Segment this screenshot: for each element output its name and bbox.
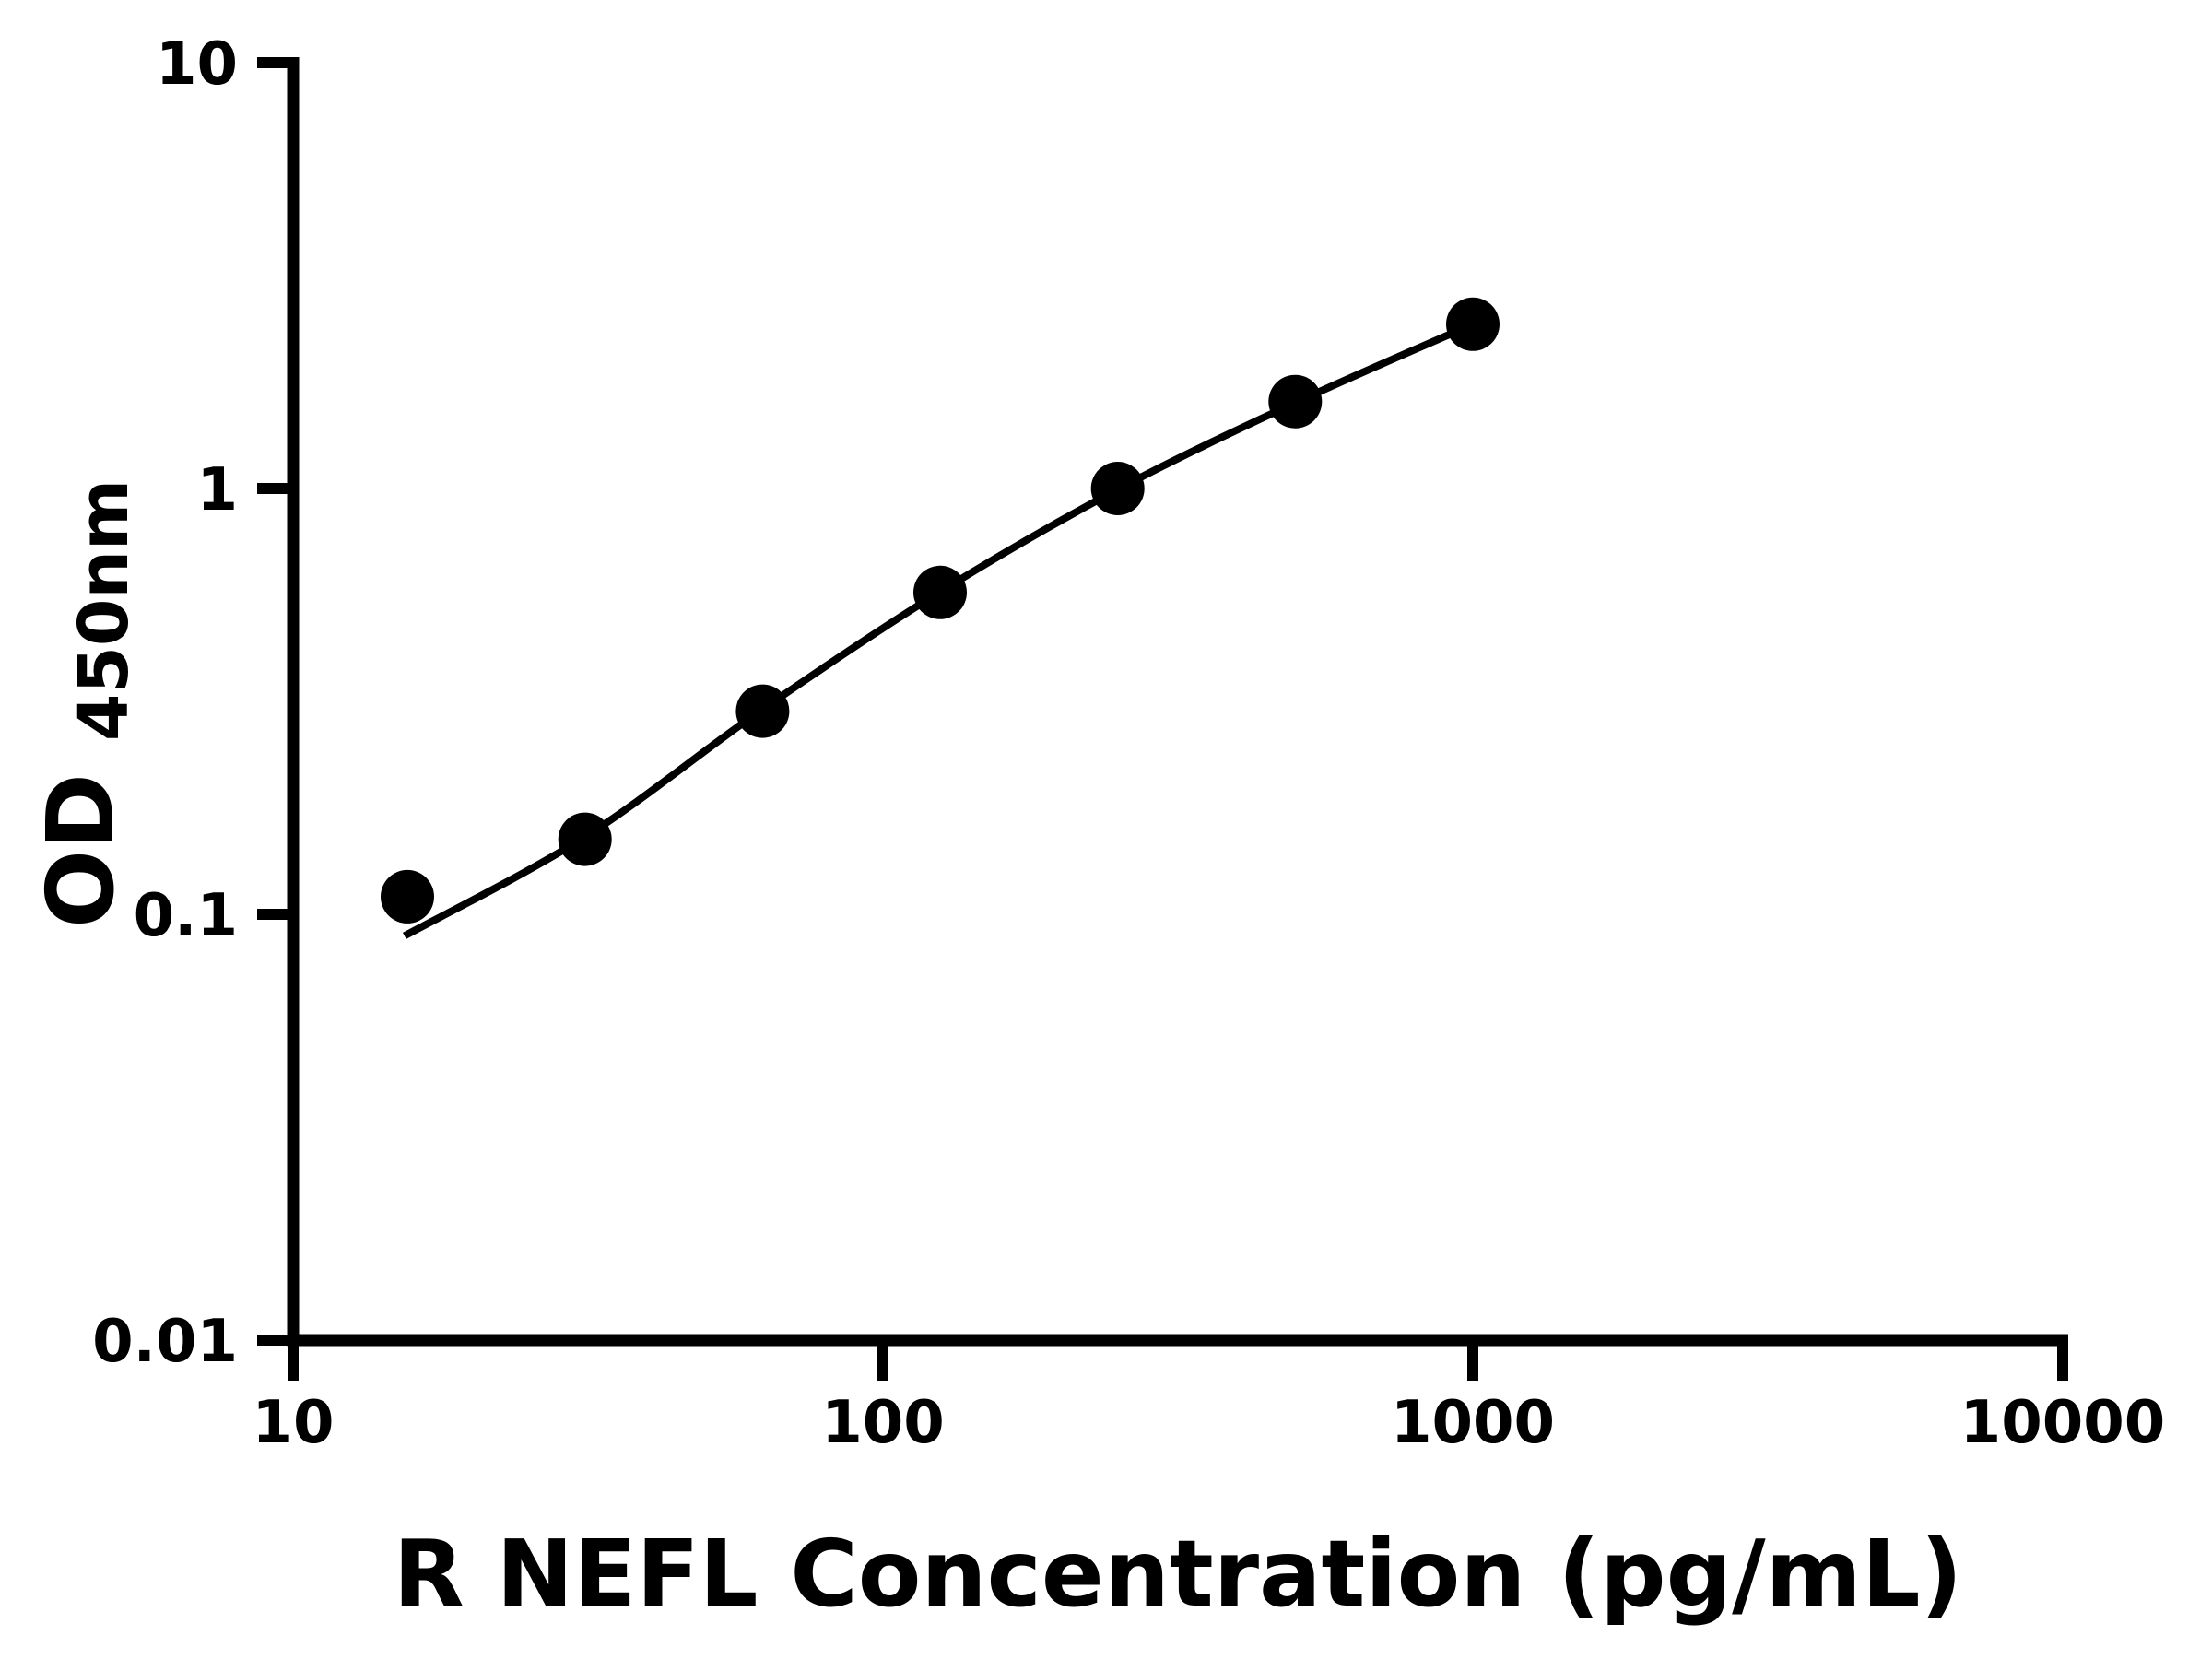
y-axis-title-sub: 450nm [65, 479, 144, 741]
y-axis-title-main: OD [27, 773, 135, 928]
data-point-4 [913, 565, 967, 619]
data-point-7 [1446, 297, 1500, 351]
y-tick-label-0.01: 0.01 [92, 1308, 238, 1376]
y-tick-label-10: 10 [156, 30, 238, 99]
data-point-5 [1090, 462, 1145, 515]
data-point-3 [735, 684, 790, 738]
y-axis-title: OD 450nm [27, 479, 144, 928]
data-point-6 [1268, 374, 1323, 429]
y-tick-label-0.1: 0.1 [134, 882, 238, 950]
x-axis-title: R NEFL Concentration (pg/mL) [394, 1520, 1963, 1628]
y-tick-label-1: 1 [196, 456, 238, 524]
x-tick-label-10000: 10000 [1960, 1389, 2166, 1457]
x-tick-label-1000: 1000 [1391, 1389, 1555, 1457]
x-tick-label-10: 10 [252, 1389, 334, 1457]
data-point-1 [381, 869, 434, 924]
x-tick-label-100: 100 [821, 1389, 945, 1457]
data-point-2 [558, 812, 612, 866]
